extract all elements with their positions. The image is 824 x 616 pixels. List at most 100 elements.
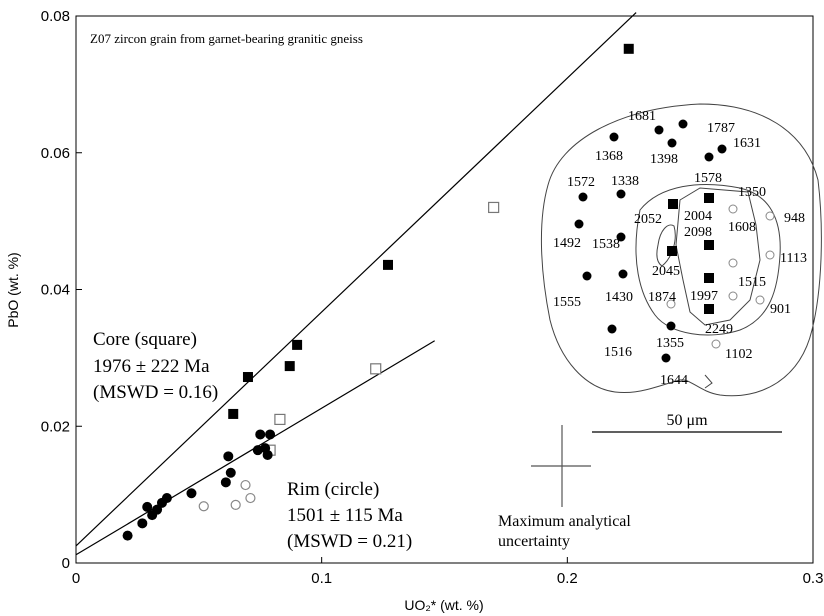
- core-age: 1976 ± 222 Ma: [93, 356, 210, 377]
- inset-age-label: 1572: [567, 175, 595, 190]
- inset-rim-spot: [678, 119, 688, 129]
- rim-age: 1501 ± 115 Ma: [287, 505, 403, 526]
- inset-age-label: 1516: [604, 345, 632, 360]
- inset-age-label: 1681: [628, 109, 656, 124]
- inset-rim-spot: [574, 219, 584, 229]
- inset-age-label: 1515: [738, 275, 766, 290]
- core-label: Core (square): [93, 329, 197, 350]
- uncertainty-label-2: uncertainty: [498, 533, 570, 550]
- inset-open-spot: [728, 204, 738, 214]
- inset-age-label: 1631: [733, 136, 761, 151]
- inset-markers: [574, 119, 775, 363]
- y-tick-label: 0.06: [41, 145, 70, 162]
- inset-rim-spot: [607, 324, 617, 334]
- inset-age-label: 1492: [553, 236, 581, 251]
- inset-open-spot: [728, 291, 738, 301]
- rim-open-point: [230, 499, 241, 510]
- inset-core-spot: [704, 273, 714, 283]
- fit-lines: [75, 12, 637, 556]
- core-point: [284, 361, 295, 372]
- inset-age-label: 2249: [705, 322, 733, 337]
- rim-open-point: [240, 479, 251, 491]
- inner-zone: [675, 187, 761, 326]
- inset-open-spot: [765, 250, 775, 260]
- x-tick-label: 0.3: [803, 570, 824, 587]
- core-outline: [635, 183, 781, 336]
- inset-rim-spot: [609, 132, 619, 142]
- scale-bar-label: 50 μm: [666, 412, 708, 429]
- zircon-grain-inset: [540, 103, 822, 397]
- inset-rim-spot: [666, 321, 676, 331]
- inset-rim-spot: [618, 269, 628, 279]
- inset-age-label: 1578: [694, 171, 722, 186]
- inset-open-spot: [728, 258, 738, 268]
- inset-age-label: 1430: [605, 290, 633, 305]
- data-points: [122, 43, 634, 541]
- x-axis-label: UO₂* (wt. %): [404, 597, 483, 613]
- inset-age-label: 1644: [660, 373, 688, 388]
- inset-age-label: 1350: [738, 185, 766, 200]
- uncertainty-label: Maximum analytical: [498, 513, 631, 530]
- inset-rim-spot: [578, 192, 588, 202]
- inset-age-label: 2045: [652, 264, 680, 279]
- inset-rim-spot: [616, 189, 626, 199]
- inset-age-label: 1538: [592, 237, 620, 252]
- core-point: [292, 339, 303, 350]
- inset-rim-spot: [717, 144, 727, 154]
- x-tick-label: 0.1: [311, 570, 332, 587]
- axis-ticks: 0 0.1 0.2 0.3 0 0.02 0.04 0.06 0.08: [41, 8, 824, 587]
- x-tick-label: 0: [72, 570, 80, 587]
- grain-outline: [540, 103, 822, 397]
- inset-age-label: 1608: [728, 220, 756, 235]
- core-point: [242, 372, 253, 383]
- inset-age-label: 901: [770, 302, 791, 317]
- inset-age-label: 2004: [684, 209, 712, 224]
- core-mswd: (MSWD = 0.16): [93, 382, 218, 403]
- rim-open-point: [245, 492, 256, 504]
- y-axis-label: PbO (wt. %): [5, 252, 21, 327]
- inset-age-label: 948: [784, 211, 805, 226]
- inset-age-label: 1113: [780, 251, 807, 266]
- inset-age-label: 1398: [650, 152, 678, 167]
- inset-core-spot: [704, 304, 714, 314]
- inset-labels: 1681 1787 1368 1398 1631 1572 1338 1578 1350 948 2…: [553, 109, 807, 388]
- inset-rim-spot: [654, 125, 664, 135]
- inset-rim-spot: [582, 271, 592, 281]
- inset-core-spot: [667, 246, 677, 256]
- inset-age-label: 1874: [648, 290, 676, 305]
- inset-open-spot: [711, 339, 721, 349]
- inset-rim-spot: [661, 353, 671, 363]
- inset-age-label: 1355: [656, 336, 684, 351]
- rim-label: Rim (circle): [287, 479, 379, 500]
- y-tick-label: 0.04: [41, 282, 70, 299]
- uncertainty-cross: [531, 425, 591, 507]
- inset-core-spot: [704, 193, 714, 203]
- rim-open-point: [198, 501, 209, 512]
- rim-point: [186, 488, 197, 499]
- rim-point: [142, 501, 153, 512]
- inset-rim-spot: [667, 138, 677, 148]
- inset-core-spot: [704, 240, 714, 250]
- rim-point: [255, 429, 266, 440]
- inner-zone-2: [656, 224, 676, 267]
- inset-age-label: 1997: [690, 289, 718, 304]
- core-open-point: [370, 363, 382, 375]
- y-tick-label: 0: [62, 555, 70, 572]
- rim-point: [262, 449, 273, 460]
- rim-point: [225, 467, 236, 478]
- inset-age-label: 1368: [595, 149, 623, 164]
- inset-rim-spot: [616, 232, 626, 242]
- inset-age-label: 1555: [553, 295, 581, 310]
- inset-age-label: 1787: [707, 121, 735, 136]
- y-tick-label: 0.02: [41, 418, 70, 435]
- y-tick-label: 0.08: [41, 8, 70, 25]
- rim-point: [161, 493, 172, 504]
- inset-rim-spot: [704, 152, 714, 162]
- inset-age-label: 2098: [684, 225, 712, 240]
- chart-title: Z07 zircon grain from garnet-bearing gra…: [90, 31, 363, 46]
- inset-age-label: 1102: [725, 347, 752, 362]
- core-open-point: [488, 201, 500, 214]
- inset-core-spot: [668, 199, 678, 209]
- core-point: [623, 43, 634, 54]
